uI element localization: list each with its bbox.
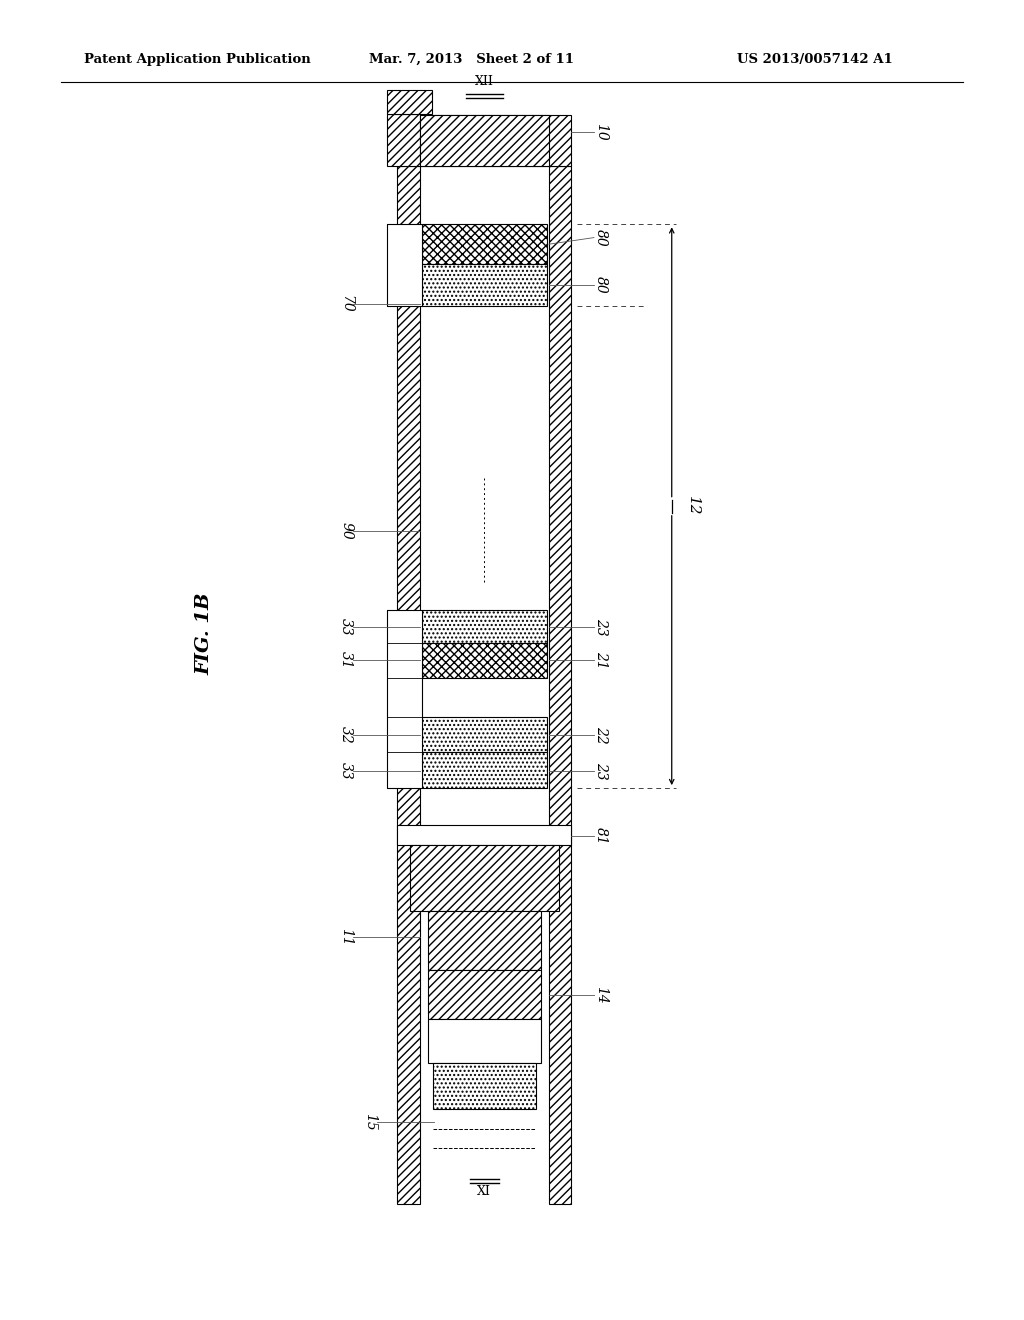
Text: 14: 14 [594,986,608,1005]
Text: XII: XII [475,75,494,88]
Text: 31: 31 [339,651,353,669]
Text: US 2013/0057142 A1: US 2013/0057142 A1 [737,53,893,66]
Text: 23: 23 [594,762,608,780]
Bar [387,90,432,114]
Text: Patent Application Publication: Patent Application Publication [84,53,310,66]
Text: 81: 81 [594,826,608,845]
Text: 21: 21 [594,651,608,669]
Text: 90: 90 [339,521,353,540]
Text: 32: 32 [339,726,353,744]
Text: 80: 80 [594,228,608,247]
Text: 15: 15 [362,1113,377,1131]
Text: 33: 33 [339,762,353,780]
Bar [387,224,422,306]
Bar [420,115,571,166]
Bar [422,643,547,678]
Bar [428,970,541,1019]
Text: 10: 10 [594,123,608,141]
Bar [420,115,549,166]
Text: 22: 22 [594,726,608,744]
Text: 33: 33 [339,618,353,636]
Bar [433,1063,536,1109]
Bar [422,717,547,752]
Text: XI: XI [477,1185,492,1199]
Bar [410,845,559,911]
Text: 80: 80 [594,276,608,294]
Text: 70: 70 [339,294,353,313]
Bar [397,825,571,845]
Bar [422,752,547,788]
Bar [387,114,420,166]
Bar [428,911,541,970]
Bar [422,224,547,264]
Bar [422,264,547,306]
Bar [387,610,422,788]
Bar [397,166,420,1204]
Text: 12: 12 [686,496,700,516]
Text: FIG. 1B: FIG. 1B [196,593,214,675]
Text: 11: 11 [339,928,353,946]
Text: Mar. 7, 2013   Sheet 2 of 11: Mar. 7, 2013 Sheet 2 of 11 [369,53,573,66]
Bar [549,166,571,1204]
Bar [428,1019,541,1063]
Text: 23: 23 [594,618,608,636]
Bar [422,610,547,643]
